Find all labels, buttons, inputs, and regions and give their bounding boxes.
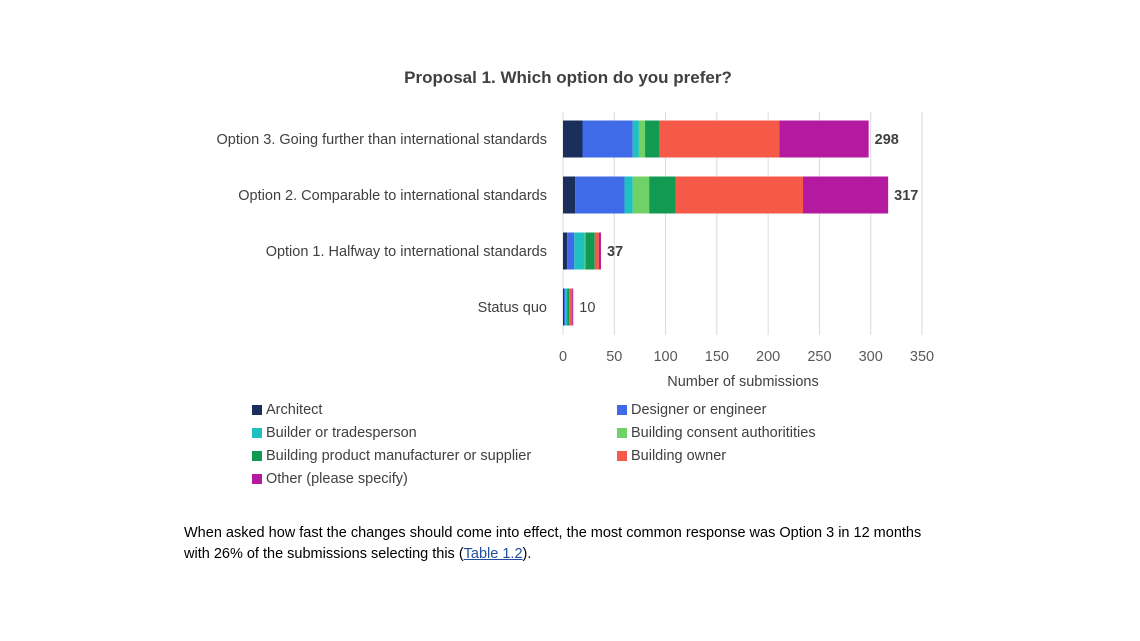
data-label-total: 317 [894, 188, 918, 204]
chart-title: Proposal 1. Which option do you prefer? [404, 68, 732, 87]
bar-segment [649, 176, 676, 214]
legend-item: Building product manufacturer or supplie… [252, 446, 617, 465]
bar-segment [563, 176, 576, 214]
summary-text: When asked how fast the changes should c… [184, 525, 922, 562]
legend-item: Building owner [617, 446, 1012, 465]
bar-segment [645, 120, 660, 158]
bar-segment [638, 120, 646, 158]
bar-segment [632, 176, 650, 214]
bar-segment [567, 288, 570, 326]
legend-swatch [617, 450, 627, 461]
x-tick-label: 200 [756, 349, 780, 365]
legend-swatch [252, 473, 262, 484]
bar-segment [632, 120, 639, 158]
legend-swatch [252, 427, 262, 438]
x-tick-label: 300 [859, 349, 883, 365]
legend-label: Designer or engineer [631, 401, 767, 418]
category-label: Option 1. Halfway to international stand… [266, 244, 547, 260]
bar-segment [585, 232, 595, 270]
x-tick-label: 150 [705, 349, 729, 365]
data-label-total: 298 [875, 132, 899, 148]
bar-segment [564, 288, 566, 326]
bar-segment [563, 288, 565, 326]
legend-swatch [617, 427, 627, 438]
bar-segment [779, 120, 869, 158]
legend-item: Builder or tradesperson [252, 423, 617, 442]
bar-segment [563, 120, 583, 158]
x-tick-label: 350 [910, 349, 934, 365]
legend-swatch [252, 450, 262, 461]
table-link[interactable]: Table 1.2 [463, 546, 523, 562]
bar-segment [572, 288, 574, 326]
bar-segment [569, 288, 573, 326]
bar-segment [582, 120, 633, 158]
summary-text-end: ). [522, 546, 532, 562]
category-label: Option 2. Comparable to international st… [238, 188, 547, 204]
legend-label: Other (please specify) [266, 470, 408, 487]
category-label: Option 3. Going further than internation… [217, 132, 547, 148]
legend-label: Building owner [631, 447, 727, 464]
stacked-bar-chart: 0 50 100 150 200 250 300 350 Number of submissio… [217, 112, 934, 390]
bar-segment [624, 176, 633, 214]
bar-segment [594, 232, 599, 270]
data-label-total: 10 [579, 300, 595, 316]
bar-segment [563, 232, 568, 270]
legend-item: Building consent authoritities [617, 423, 1012, 442]
legend-label: Builder or tradesperson [266, 424, 417, 441]
x-tick-label: 50 [606, 349, 622, 365]
legend-label: Building consent authoritities [631, 424, 816, 441]
legend-item: Designer or engineer [617, 400, 1012, 419]
bar-segment [803, 176, 889, 214]
data-label-total: 37 [607, 244, 623, 260]
bar-segment [575, 176, 625, 214]
x-tick-label: 100 [653, 349, 677, 365]
bar-segment [675, 176, 804, 214]
chart-legend: Architect Designer or engineer Builder or … [252, 400, 1012, 488]
bar-segment [659, 120, 780, 158]
legend-swatch [617, 404, 627, 415]
bar-segment [584, 232, 586, 270]
x-tick-label: 0 [559, 349, 567, 365]
legend-label: Architect [266, 401, 323, 418]
bar-segment [574, 232, 585, 270]
summary-paragraph: When asked how fast the changes should c… [184, 523, 944, 565]
legend-label: Building product manufacturer or supplie… [266, 447, 532, 464]
bar-segment [567, 232, 575, 270]
bar-segment [598, 232, 601, 270]
x-axis-label: Number of submissions [667, 374, 819, 390]
bar-segment [565, 288, 568, 326]
category-label: Status quo [478, 300, 547, 316]
legend-item: Architect [252, 400, 617, 419]
legend-swatch [252, 404, 262, 415]
x-tick-label: 250 [807, 349, 831, 365]
legend-item: Other (please specify) [252, 469, 617, 488]
